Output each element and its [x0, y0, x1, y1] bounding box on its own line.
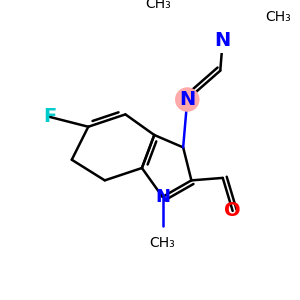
Text: N: N	[179, 90, 195, 109]
Circle shape	[211, 28, 234, 52]
Text: CH₃: CH₃	[145, 0, 171, 11]
Text: CH₃: CH₃	[150, 236, 175, 250]
Circle shape	[176, 88, 199, 111]
Text: CH₃: CH₃	[266, 10, 291, 24]
Text: N: N	[155, 188, 170, 206]
Text: N: N	[214, 31, 231, 50]
Text: F: F	[43, 107, 56, 126]
Text: O: O	[224, 201, 241, 220]
